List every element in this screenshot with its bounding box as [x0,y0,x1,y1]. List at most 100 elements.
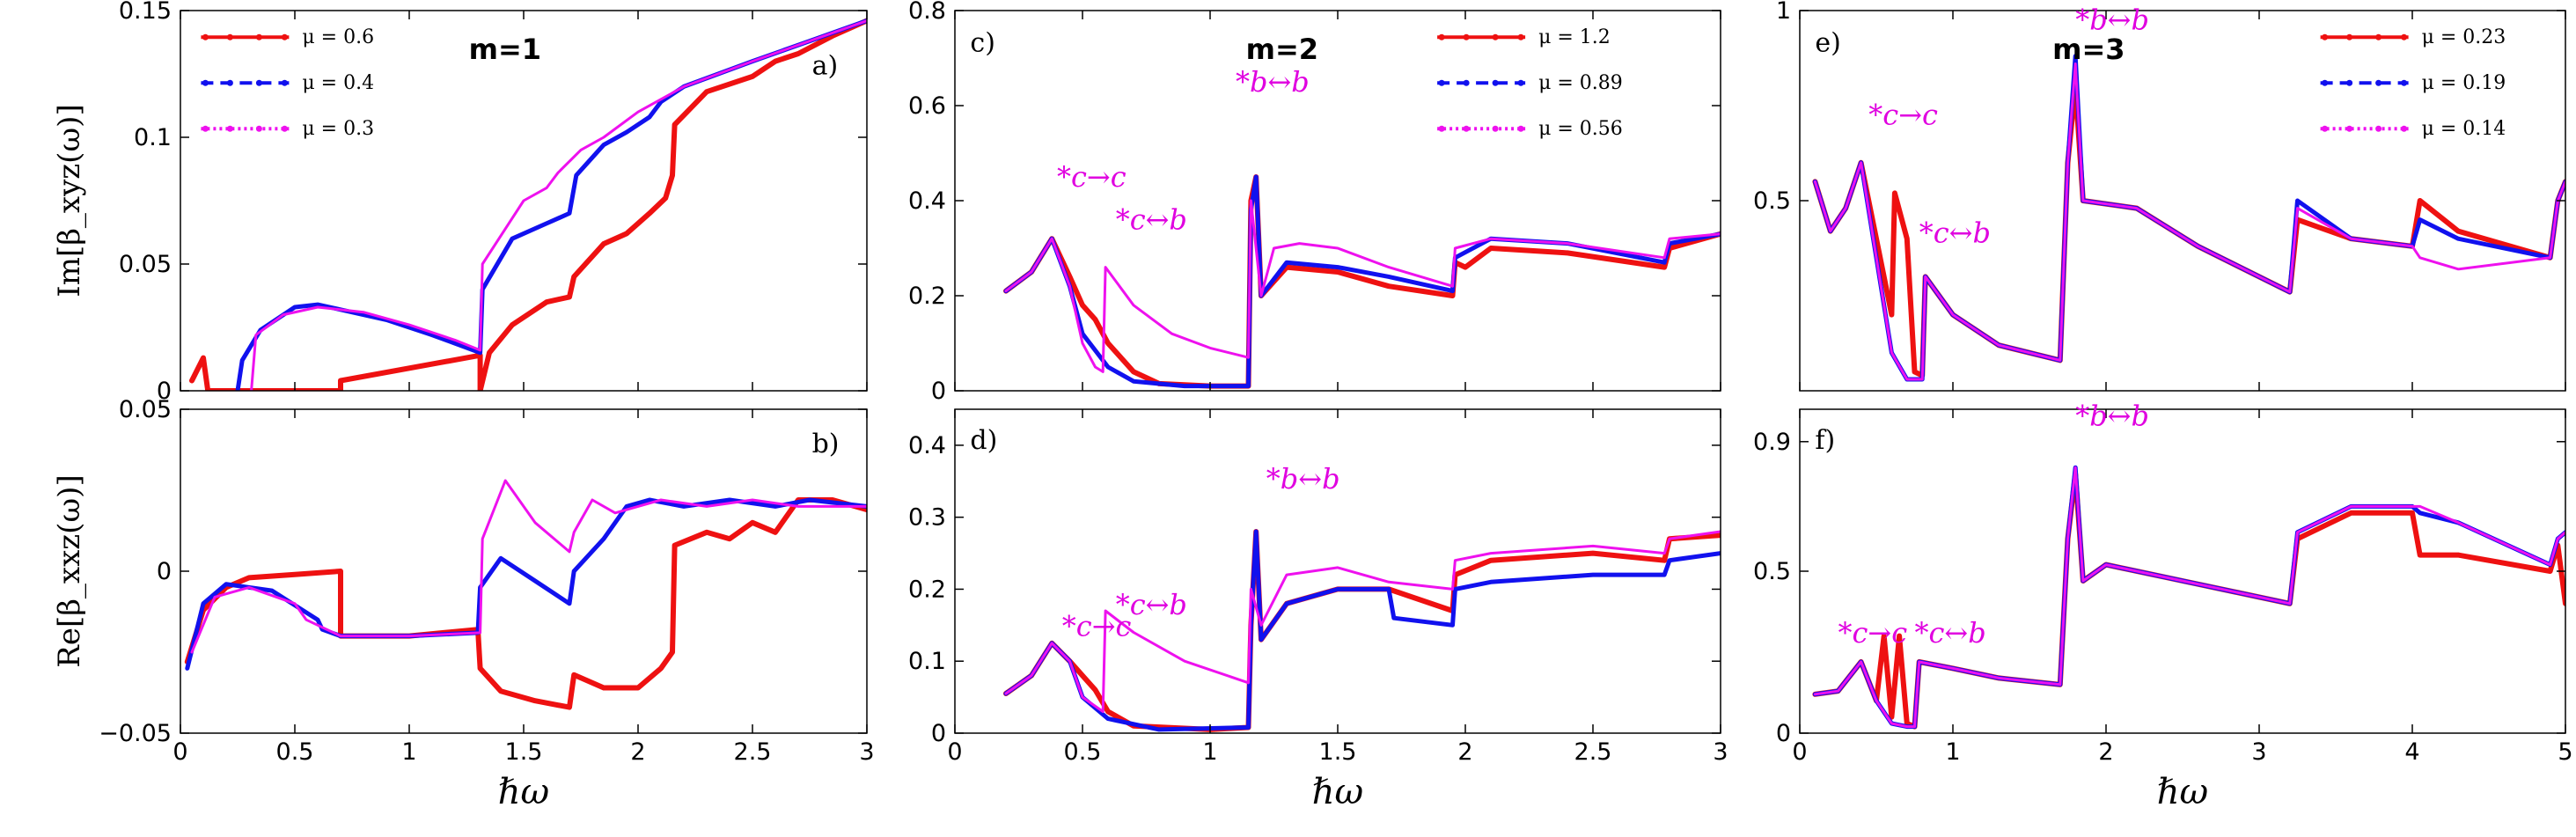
x-tick-label: 0 [947,738,962,766]
legend-marker [2346,79,2353,86]
panel-label: b) [812,429,840,459]
m-label: m=3 [2052,33,2125,66]
legend-marker [1492,33,1499,40]
legend-marker [1492,79,1499,86]
y-tick-label: 0.3 [908,504,946,532]
axes-frame [954,408,1721,734]
legend-marker [1463,79,1470,86]
transition-annotation: *c↔b [1116,202,1187,236]
legend-marker [1517,79,1524,86]
legend-marker [1438,125,1445,132]
legend-marker [2346,33,2353,40]
y-tick-label: 0 [157,378,172,405]
legend-marker [281,79,288,86]
y-tick-label: 0.6 [908,92,946,120]
y-axis-label: Re[β_xxz(ω)] [52,474,87,667]
x-tick-label: 0 [1792,738,1807,766]
legend-marker [1463,125,1470,132]
x-tick-label: 1 [1202,738,1217,766]
legend-marker [1517,125,1524,132]
series-c-1 [1003,174,1721,389]
legend-marker [1463,33,1470,40]
legend-marker [1517,33,1524,40]
y-tick-label: 0 [931,378,946,405]
y-tick-label: −0.05 [99,720,172,747]
legend-marker [1438,33,1445,40]
series-e-3 [1813,62,2565,381]
x-axis-label: ℏω [498,772,549,812]
transition-annotation: *c→c [1868,99,1938,132]
y-tick-label: 0.15 [119,0,172,25]
y-tick-label: 0.1 [908,648,946,675]
y-tick-label: 0.4 [908,187,946,215]
legend-marker [2322,33,2329,40]
legend-label: μ = 0.4 [302,72,374,94]
legend-marker [281,125,288,132]
series-f-1 [1812,471,2565,730]
y-tick-label: 0 [931,720,946,747]
legend-marker [2401,125,2408,132]
transition-annotation: *c→c [1057,160,1127,194]
transition-annotation: *c→c [1838,616,1908,650]
axes-frame [1799,408,2566,734]
axes-frame [954,10,1721,392]
legend-marker [2375,125,2382,132]
panel-label: e) [1815,28,1840,59]
x-tick-label: 2.5 [734,738,772,766]
y-tick-label: 0.8 [908,0,946,25]
series-d-3 [1004,530,1721,713]
legend-marker [1492,125,1499,132]
x-tick-label: 5 [2558,738,2572,766]
x-tick-label: 1.5 [1319,738,1357,766]
series-f-3 [1813,466,2565,729]
x-tick-label: 3 [1713,738,1728,766]
legend-marker [2401,79,2408,86]
y-tick-label: 0.1 [134,124,172,151]
legend-label: μ = 0.56 [1538,118,1623,140]
y-tick-label: 1 [1776,0,1791,25]
legend-label: μ = 0.6 [302,26,374,48]
legend-marker [202,33,209,40]
legend-label: μ = 0.19 [2422,72,2506,94]
x-tick-label: 0.5 [1064,738,1102,766]
y-axis-label: Im[β_xyz(ω)] [52,104,87,297]
panel-label: a) [812,50,839,81]
x-tick-label: 4 [2404,738,2419,766]
series-c-3 [1004,199,1721,373]
legend-marker [226,79,233,86]
x-tick-label: 2 [1457,738,1472,766]
legend-label: μ = 0.14 [2422,118,2506,140]
legend-marker [255,79,262,86]
legend-marker [255,125,262,132]
series-f-2 [1812,465,2565,730]
legend-label: μ = 1.2 [1538,26,1611,48]
x-tick-label: 3 [859,738,874,766]
legend-marker [2322,125,2329,132]
m-label: m=2 [1246,33,1318,66]
legend-marker [226,125,233,132]
transition-annotation: *b↔b [1266,462,1340,496]
x-tick-label: 1 [1945,738,1960,766]
y-tick-label: 0.05 [119,396,172,423]
legend-marker [2346,125,2353,132]
y-tick-label: 0.5 [1753,187,1791,215]
transition-annotation: *b↔b [1236,65,1310,99]
y-tick-label: 0.2 [908,283,946,310]
x-axis-label: ℏω [1312,772,1363,812]
y-tick-label: 0 [1776,720,1791,747]
legend-marker [2375,33,2382,40]
legend-label: μ = 0.3 [302,118,374,140]
x-tick-label: 2 [2098,738,2113,766]
transition-annotation: *c↔b [1116,588,1187,621]
transition-annotation: *c↔b [1919,217,1991,250]
legend-marker [1438,79,1445,86]
series-b-3 [190,479,867,654]
legend-marker [202,79,209,86]
panel-f: 0 1 2 3 4 5 0 0.5 0.9 ℏω f) *c→c *c↔b *b↔b [1753,399,2573,812]
x-axis-label: ℏω [2157,772,2208,812]
x-tick-label: 0 [172,738,187,766]
x-tick-label: 3 [2251,738,2266,766]
y-tick-label: 0 [157,558,172,585]
